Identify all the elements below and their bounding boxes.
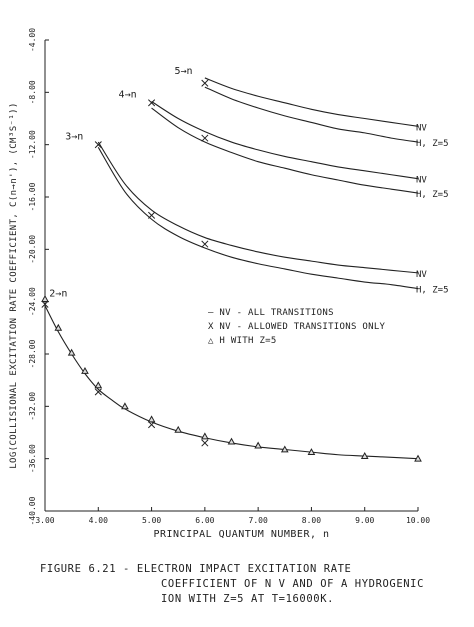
x-marker [94, 388, 102, 396]
x-marker [148, 99, 156, 107]
x-marker [201, 134, 209, 142]
triangle-marker [414, 454, 422, 462]
triangle-marker [254, 441, 262, 449]
y-tick-label: -20.00 [28, 235, 37, 264]
x-tick-label: 3.00 [35, 516, 54, 525]
group-label: 2→n [49, 288, 67, 299]
x-marker [41, 300, 49, 308]
triangle-marker [360, 452, 369, 459]
x-tick-label: 4.00 [89, 516, 108, 525]
x-tick-label: 10.00 [406, 516, 430, 525]
x-tick-label: 6.00 [195, 516, 214, 525]
y-tick-label: -8.00 [28, 80, 37, 104]
series-line-4-to-n-h [151, 107, 419, 194]
legend-entry: △ H WITH Z=5 [208, 336, 277, 346]
series-line-3-to-n-h [97, 147, 419, 290]
triangle-marker [227, 437, 236, 445]
group-label: 5→n [175, 66, 193, 77]
curve-end-label: H, Z=5 [416, 286, 449, 296]
figure-caption: FIGURE 6.21 - ELECTRON IMPACT EXCITATION… [40, 562, 460, 607]
triangle-marker [81, 366, 89, 374]
x-marker [94, 141, 102, 149]
curve-end-label: NV [416, 123, 427, 133]
triangle-marker [201, 432, 209, 440]
triangle-marker [280, 445, 289, 453]
y-tick-label: -12.00 [28, 130, 37, 159]
x-axis-label: PRINCIPAL QUANTUM NUMBER, n [153, 529, 329, 540]
caption-line-2: COEFFICIENT OF N V AND OF A HYDROGENIC [161, 578, 425, 590]
triangle-marker [54, 323, 63, 331]
group-label: 4→n [119, 90, 137, 101]
chart: -4.00 -8.00 -12.00 -16.00 -20.00 -24.00 -28.00… [9, 28, 449, 540]
triangle-marker [307, 448, 316, 456]
series-line-5-to-n-nv [204, 77, 419, 127]
y-tick-label: -24.00 [28, 287, 37, 316]
triangle-marker [147, 415, 156, 423]
y-tick-label: -36.00 [28, 444, 37, 473]
x-marker [148, 421, 156, 429]
triangle-marker [67, 348, 76, 356]
curve-end-label: H, Z=5 [416, 139, 449, 149]
caption-line-1: FIGURE 6.21 - ELECTRON IMPACT EXCITATION… [40, 563, 352, 575]
x-marker [201, 79, 209, 87]
series-line-5-to-n-h [204, 86, 419, 143]
y-tick-label: -28.00 [28, 339, 37, 368]
series-line-3-to-n-nv [97, 141, 419, 274]
x-marker [201, 439, 209, 447]
series-line-4-to-n-nv [151, 101, 419, 180]
triangle-marker [94, 381, 103, 389]
y-tick-label: -16.00 [28, 182, 37, 211]
curve-end-label: NV [416, 270, 427, 280]
y-tick-label: -40.00 [28, 496, 37, 525]
legend-entry: X NV - ALLOWED TRANSITIONS ONLY [208, 322, 386, 332]
y-axis-label: LOG(COLLISIONAL EXCITATION RATE COEFFICI… [9, 102, 19, 469]
x-marker [148, 211, 156, 219]
legend-entry: — NV - ALL TRANSITIONS [208, 308, 334, 318]
curve-end-label: H, Z=5 [416, 190, 449, 200]
x-tick-label: 9.00 [355, 516, 374, 525]
x-tick-label: 7.00 [249, 516, 268, 525]
triangle-marker [41, 295, 49, 302]
x-tick-label: 5.00 [142, 516, 161, 525]
y-tick-label: -32.00 [28, 392, 37, 421]
curve-end-label: NV [416, 176, 427, 186]
caption-line-3: ION WITH Z=5 AT T=16000K. [161, 593, 335, 605]
group-label: 3→n [65, 131, 83, 142]
y-tick-label: -4.00 [28, 28, 37, 52]
triangle-marker [121, 402, 129, 410]
x-tick-label: 8.00 [302, 516, 321, 525]
x-marker [201, 240, 209, 248]
triangle-marker [174, 425, 183, 433]
